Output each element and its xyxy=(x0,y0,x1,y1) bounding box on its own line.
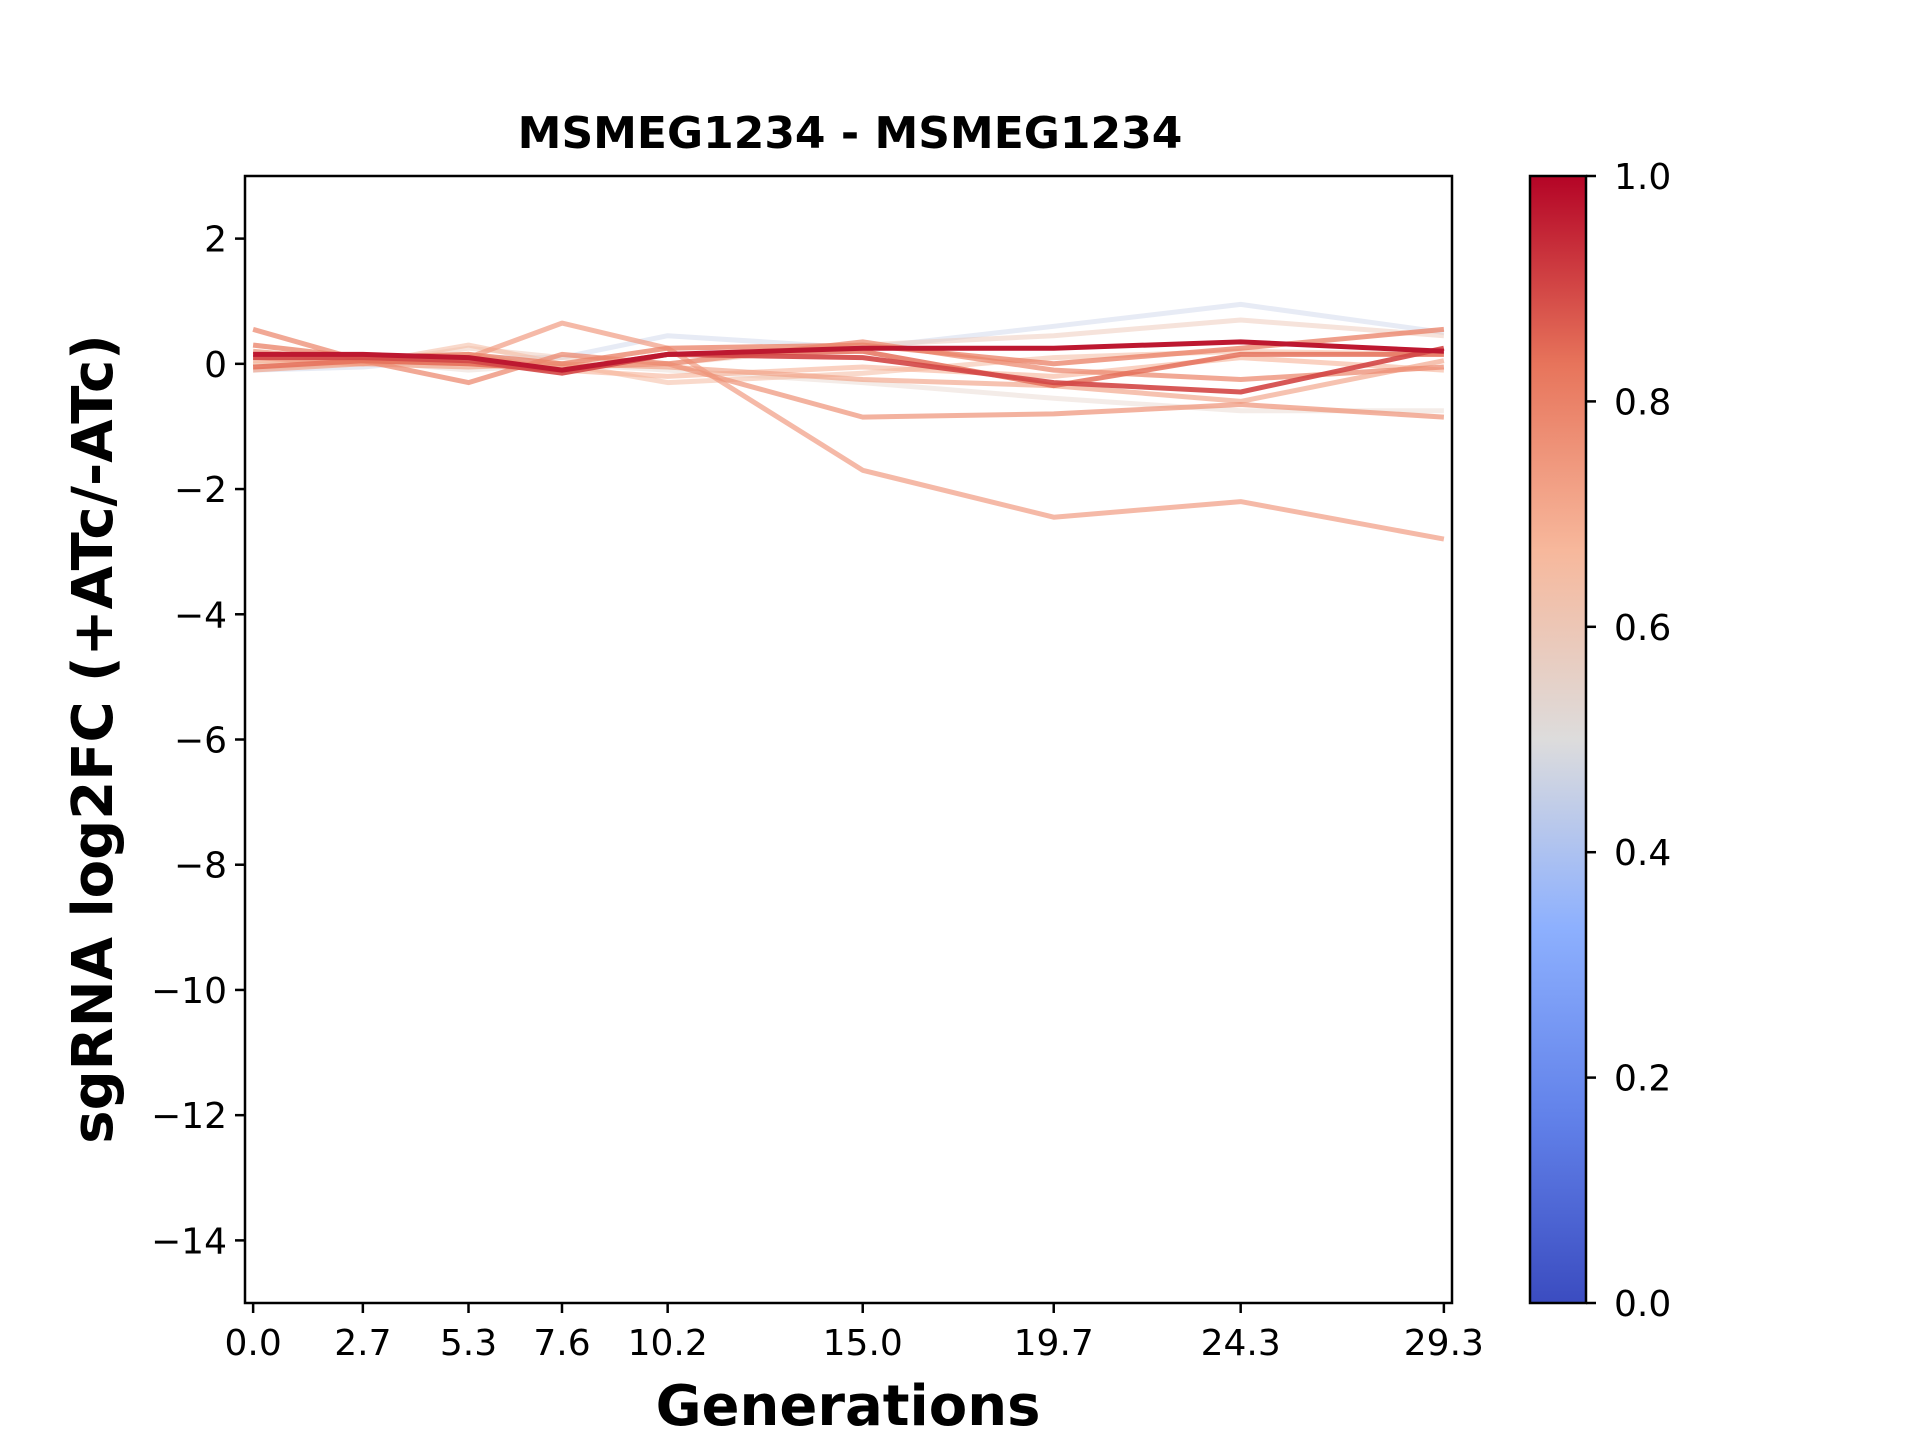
series-line xyxy=(252,326,1445,386)
colorbar-axis: 0.0 0.2 0.4 0.6 0.8 1.0 xyxy=(1586,157,1671,1325)
y-tick-label: −8 xyxy=(174,846,227,887)
y-tick-label: −6 xyxy=(174,721,227,762)
colorbar-tick-label: 0.8 xyxy=(1614,382,1671,423)
y-tick-label: 0 xyxy=(204,345,227,386)
y-tick-label: −2 xyxy=(174,470,227,511)
x-tick-label: 5.3 xyxy=(440,1323,497,1364)
colorbar-tick-label: 0.0 xyxy=(1614,1284,1671,1325)
colorbar xyxy=(1528,174,1588,1305)
x-tick-label: 2.7 xyxy=(334,1323,391,1364)
x-axis: 0.0 2.7 5.3 7.6 10.2 15.0 19.7 24.3 29.3 xyxy=(224,1303,1484,1364)
x-tick-label: 0.0 xyxy=(224,1323,281,1364)
x-tick-label: 15.0 xyxy=(823,1323,903,1364)
x-tick-label: 24.3 xyxy=(1201,1323,1281,1364)
y-tick-label: −4 xyxy=(174,595,227,636)
x-tick-label: 10.2 xyxy=(628,1323,708,1364)
chart-title: MSMEG1234 - MSMEG1234 xyxy=(518,108,1183,159)
y-tick-label: 2 xyxy=(204,220,227,261)
y-tick-label: −14 xyxy=(151,1221,227,1262)
colorbar-tick-label: 0.6 xyxy=(1614,608,1671,649)
series-line xyxy=(252,358,1445,404)
x-axis-label: Generations xyxy=(656,1374,1041,1439)
series-line xyxy=(253,339,1445,373)
x-tick-label: 19.7 xyxy=(1014,1323,1094,1364)
x-tick-label: 29.3 xyxy=(1404,1323,1484,1364)
y-tick-label: −10 xyxy=(151,971,227,1012)
plot-area xyxy=(252,301,1445,542)
colorbar-tick-label: 0.4 xyxy=(1614,833,1671,874)
colorbar-tick-label: 1.0 xyxy=(1614,157,1671,198)
y-axis-label: sgRNA log2FC (+ATc/-ATc) xyxy=(61,334,126,1144)
colorbar-tick-label: 0.2 xyxy=(1614,1059,1671,1100)
y-tick-label: −12 xyxy=(151,1096,227,1137)
x-tick-label: 7.6 xyxy=(533,1323,590,1364)
y-axis: 2 0 −2 −4 −6 −8 −10 −12 −14 xyxy=(151,220,245,1262)
plot-frame xyxy=(243,174,1454,1305)
